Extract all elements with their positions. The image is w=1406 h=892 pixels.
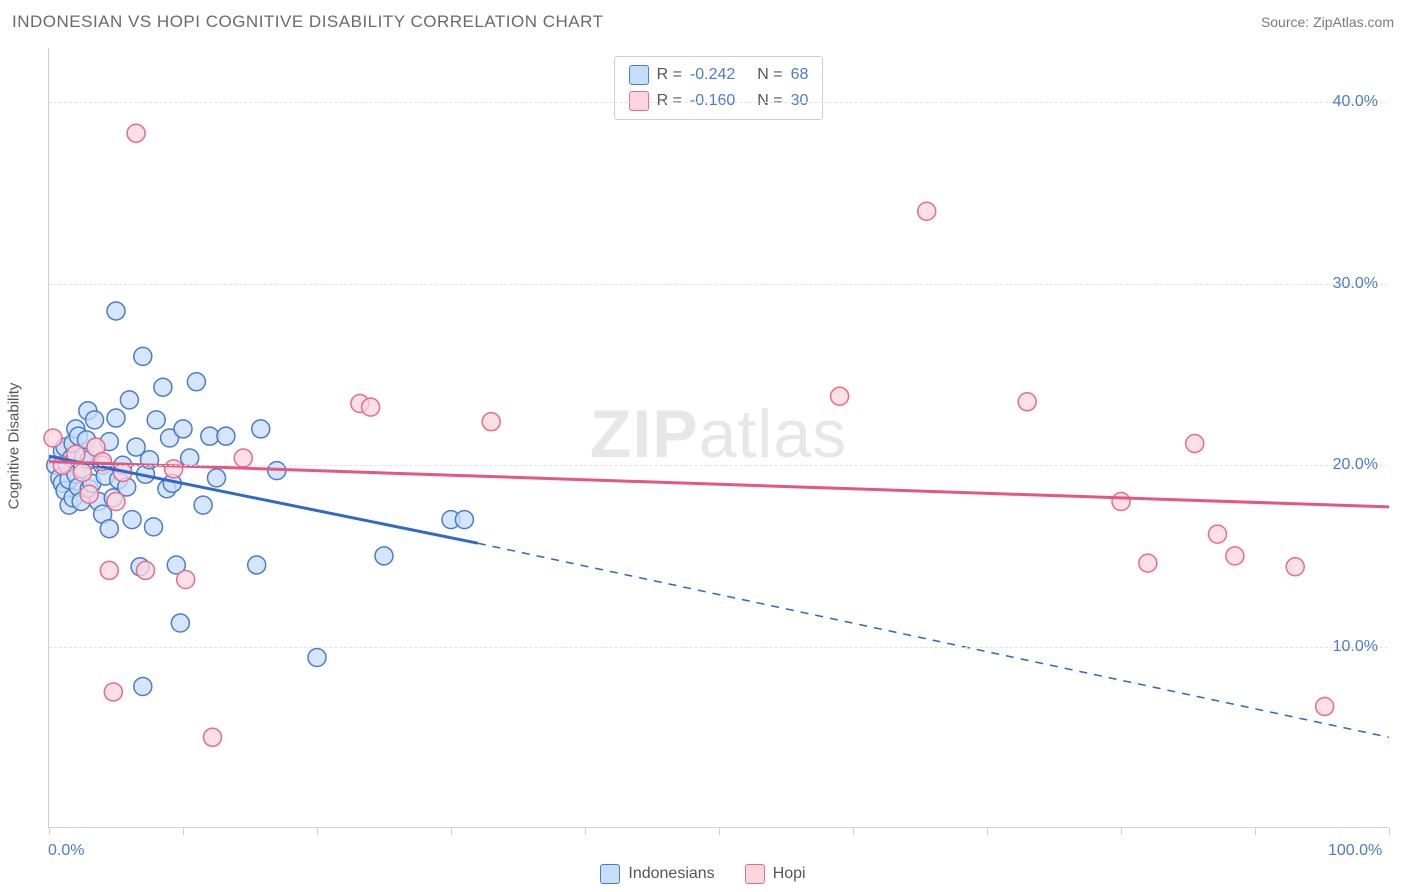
x-tick xyxy=(451,827,452,835)
y-axis-title: Cognitive Disability xyxy=(6,383,23,510)
legend-item-indonesians: Indonesians xyxy=(600,864,714,884)
data-point-hopi xyxy=(1208,525,1226,543)
data-point-indonesians xyxy=(147,411,165,429)
data-point-hopi xyxy=(918,202,936,220)
chart-source: Source: ZipAtlas.com xyxy=(1261,14,1394,30)
data-point-indonesians xyxy=(308,648,326,666)
data-point-hopi xyxy=(136,561,154,579)
source-label: Source: xyxy=(1261,14,1313,30)
data-point-indonesians xyxy=(107,409,125,427)
data-point-hopi xyxy=(80,485,98,503)
data-point-indonesians xyxy=(120,391,138,409)
n-value-1: 68 xyxy=(791,63,809,87)
gridline xyxy=(49,102,1388,103)
source-value: ZipAtlas.com xyxy=(1313,14,1394,30)
data-point-hopi xyxy=(1226,547,1244,565)
data-point-indonesians xyxy=(107,302,125,320)
data-point-indonesians xyxy=(174,420,192,438)
plot-area: ZIPatlas R = -0.242 N = 68 R = -0.160 N … xyxy=(48,48,1388,828)
legend-swatch-hopi xyxy=(745,864,765,884)
data-point-hopi xyxy=(177,570,195,588)
x-tick xyxy=(49,827,50,835)
legend-series: Indonesians Hopi xyxy=(0,864,1406,884)
chart-frame: INDONESIAN VS HOPI COGNITIVE DISABILITY … xyxy=(0,0,1406,892)
data-point-indonesians xyxy=(171,614,189,632)
x-axis-start-label: 0.0% xyxy=(48,842,84,860)
data-point-indonesians xyxy=(375,547,393,565)
n-value-2: 30 xyxy=(791,89,809,113)
r-label-1: R = xyxy=(657,63,682,87)
data-point-indonesians xyxy=(134,678,152,696)
data-point-indonesians xyxy=(145,518,163,536)
x-tick xyxy=(1389,827,1390,835)
data-point-indonesians xyxy=(455,511,473,529)
data-point-hopi xyxy=(1316,697,1334,715)
data-point-hopi xyxy=(165,460,183,478)
trendline-hopi xyxy=(49,462,1389,507)
data-point-hopi xyxy=(1018,393,1036,411)
data-point-hopi xyxy=(100,561,118,579)
x-tick xyxy=(585,827,586,835)
x-tick xyxy=(1255,827,1256,835)
trendline-extrapolated-indonesians xyxy=(478,543,1389,737)
swatch-indonesians xyxy=(629,65,649,85)
n-label-2: N = xyxy=(757,89,782,113)
data-point-hopi xyxy=(104,683,122,701)
y-tick-label: 20.0% xyxy=(1333,456,1378,474)
x-tick xyxy=(987,827,988,835)
gridline xyxy=(49,284,1388,285)
header: INDONESIAN VS HOPI COGNITIVE DISABILITY … xyxy=(12,12,1394,32)
data-point-indonesians xyxy=(194,496,212,514)
data-point-hopi xyxy=(362,398,380,416)
data-point-hopi xyxy=(127,124,145,142)
gridline xyxy=(49,465,1388,466)
x-axis-end-label: 100.0% xyxy=(1328,842,1382,860)
data-point-hopi xyxy=(482,413,500,431)
data-point-indonesians xyxy=(86,411,104,429)
y-tick-label: 10.0% xyxy=(1333,638,1378,656)
legend-label-hopi: Hopi xyxy=(773,865,806,883)
y-tick-label: 30.0% xyxy=(1333,275,1378,293)
data-point-indonesians xyxy=(208,469,226,487)
data-point-indonesians xyxy=(248,556,266,574)
data-point-indonesians xyxy=(123,511,141,529)
y-tick-label: 40.0% xyxy=(1333,93,1378,111)
x-tick xyxy=(1121,827,1122,835)
data-point-indonesians xyxy=(201,427,219,445)
legend-stats: R = -0.242 N = 68 R = -0.160 N = 30 xyxy=(614,56,824,120)
legend-item-hopi: Hopi xyxy=(745,864,806,884)
swatch-hopi xyxy=(629,91,649,111)
chart-svg xyxy=(49,48,1388,827)
x-tick xyxy=(317,827,318,835)
legend-label-indonesians: Indonesians xyxy=(628,865,714,883)
n-label-1: N = xyxy=(757,63,782,87)
r-label-2: R = xyxy=(657,89,682,113)
data-point-hopi xyxy=(107,492,125,510)
data-point-indonesians xyxy=(134,347,152,365)
chart-title: INDONESIAN VS HOPI COGNITIVE DISABILITY … xyxy=(12,12,604,32)
x-tick xyxy=(853,827,854,835)
data-point-hopi xyxy=(831,387,849,405)
legend-swatch-indonesians xyxy=(600,864,620,884)
x-tick xyxy=(719,827,720,835)
data-point-hopi xyxy=(1186,434,1204,452)
r-value-2: -0.160 xyxy=(690,89,735,113)
data-point-indonesians xyxy=(252,420,270,438)
legend-stats-row-2: R = -0.160 N = 30 xyxy=(629,89,809,113)
data-point-hopi xyxy=(203,728,221,746)
data-point-hopi xyxy=(1112,492,1130,510)
data-point-indonesians xyxy=(187,373,205,391)
data-point-indonesians xyxy=(217,427,235,445)
data-point-hopi xyxy=(1139,554,1157,572)
data-point-indonesians xyxy=(100,520,118,538)
r-value-1: -0.242 xyxy=(690,63,735,87)
data-point-hopi xyxy=(44,429,62,447)
data-point-indonesians xyxy=(154,378,172,396)
data-point-hopi xyxy=(1286,558,1304,576)
gridline xyxy=(49,647,1388,648)
x-tick xyxy=(183,827,184,835)
legend-stats-row-1: R = -0.242 N = 68 xyxy=(629,63,809,87)
